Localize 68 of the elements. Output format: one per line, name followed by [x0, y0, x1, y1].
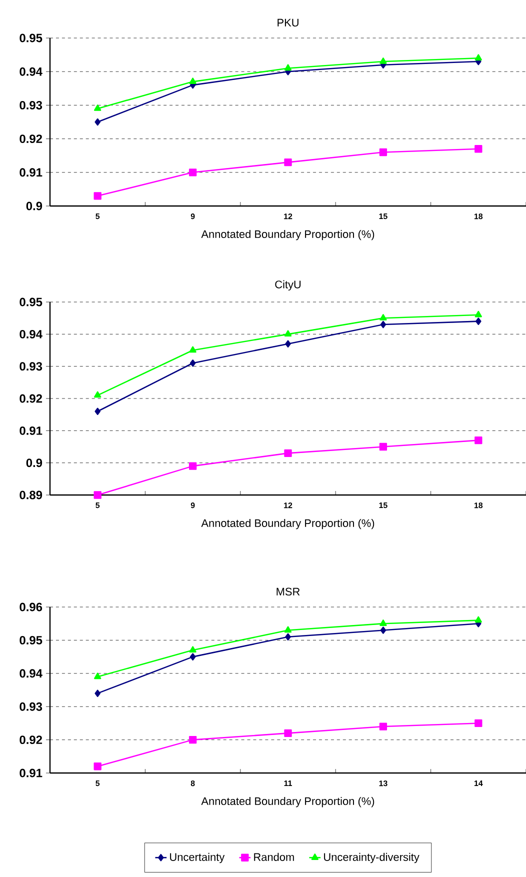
point: [476, 318, 482, 325]
point: [379, 442, 388, 451]
y-tick-label: 0.91: [20, 768, 42, 778]
point: [94, 104, 102, 111]
legend-label: Random: [254, 852, 294, 861]
point: [94, 118, 100, 126]
point: [188, 168, 197, 176]
point: [474, 436, 482, 444]
point: [189, 78, 196, 84]
y-tick-label: 0.94: [20, 669, 42, 678]
chart-title: CityU: [275, 280, 301, 291]
point: [94, 762, 102, 770]
point: [474, 145, 482, 153]
point: [379, 148, 388, 156]
y-tick-label: 0.92: [20, 394, 42, 403]
point: [284, 729, 292, 738]
y-tick-label: 0.9: [26, 202, 42, 210]
point: [285, 633, 291, 641]
point: [94, 192, 102, 200]
x-axis-title: Annotated Boundary Proportion (%): [201, 797, 374, 808]
point: [379, 722, 388, 730]
point: [284, 626, 292, 633]
point: [380, 620, 387, 626]
y-tick-label: 0.91: [20, 426, 42, 435]
y-tick-label: 0.94: [20, 67, 42, 76]
point: [284, 158, 292, 166]
point: [380, 320, 386, 328]
point: [188, 462, 197, 470]
y-tick-label: 0.96: [20, 602, 42, 612]
y-tick-label: 0.95: [20, 636, 42, 644]
point: [94, 408, 100, 416]
x-axis-title: Annotated Boundary Proportion (%): [201, 518, 374, 530]
y-tick-label: 0.92: [20, 736, 42, 744]
x-axis-title: Annotated Boundary Proportion (%): [201, 230, 374, 240]
point: [189, 346, 196, 353]
y-tick-label: 0.92: [20, 134, 42, 144]
point: [380, 57, 387, 64]
y-tick-label: 0.93: [20, 702, 42, 711]
y-tick-label: 0.93: [20, 100, 42, 110]
point: [189, 646, 196, 653]
legend-label: Uncertainty: [170, 852, 225, 864]
point: [188, 736, 197, 744]
point: [284, 64, 292, 71]
point: [94, 672, 102, 680]
point: [284, 449, 292, 458]
y-tick-label: 0.95: [20, 298, 42, 306]
chart-title: MSR: [276, 588, 300, 596]
point: [474, 54, 482, 61]
y-tick-label: 0.94: [20, 330, 42, 338]
point: [380, 626, 386, 634]
point: [190, 653, 196, 660]
point: [380, 314, 387, 320]
point: [94, 391, 102, 398]
point: [94, 491, 102, 499]
y-tick-label: 0.89: [20, 490, 42, 500]
point: [285, 340, 291, 348]
point: [474, 310, 482, 318]
y-tick-label: 0.93: [20, 362, 42, 371]
point: [284, 330, 292, 337]
point: [94, 690, 100, 697]
y-tick-label: 0.95: [20, 34, 42, 42]
point: [474, 719, 482, 728]
y-tick-label: 0.9: [26, 458, 42, 468]
legend-label: Uncerainty-diversity: [324, 852, 420, 864]
y-tick-label: 0.91: [20, 168, 42, 177]
chart-title: PKU: [278, 18, 298, 27]
point: [474, 616, 482, 623]
point: [190, 359, 196, 367]
